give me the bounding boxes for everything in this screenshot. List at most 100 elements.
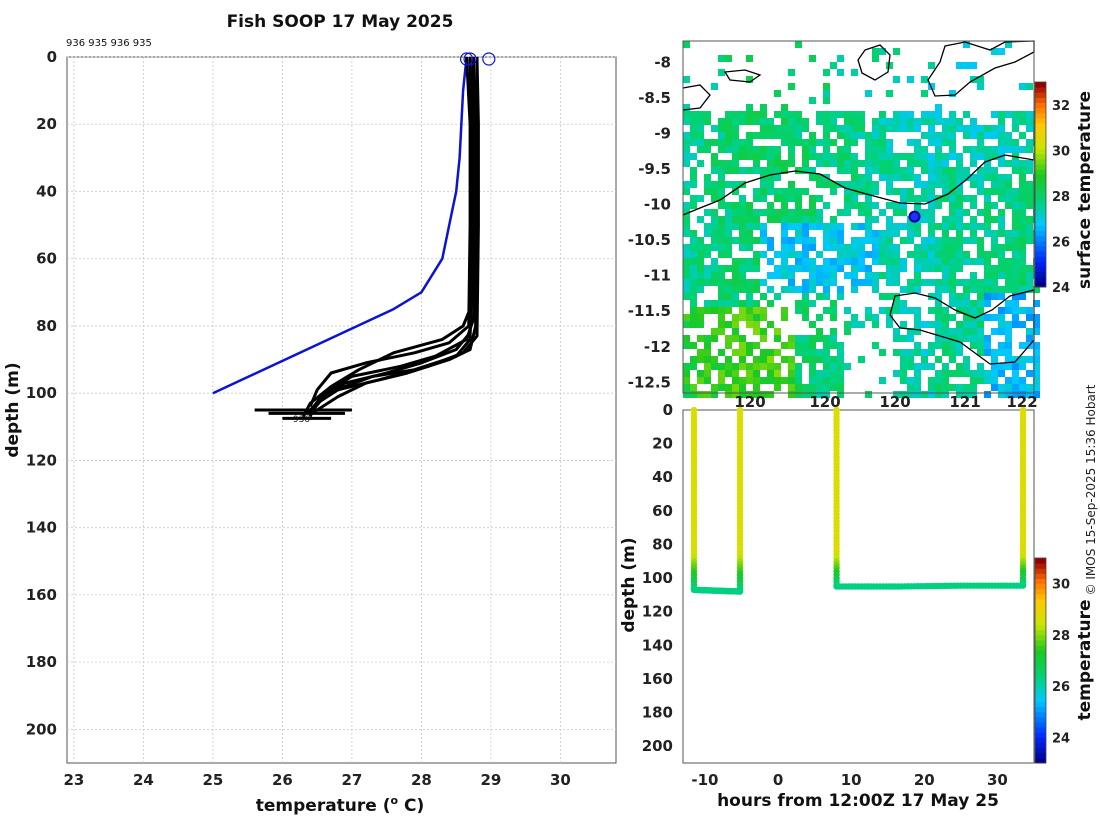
sst-cell <box>865 314 872 321</box>
sst-cell <box>823 391 830 398</box>
sst-cell <box>788 272 795 279</box>
sst-cell <box>837 153 844 160</box>
sst-cell <box>816 314 823 321</box>
sst-cell <box>739 335 746 342</box>
sst-cell <box>725 230 732 237</box>
sst-cell <box>774 370 781 377</box>
colorbar-segment <box>1035 189 1046 196</box>
sst-map-plot: -8-8.5-9-9.5-10-10.5-11-11.5-12-12.5 120… <box>628 40 1095 411</box>
sst-cell <box>830 307 837 314</box>
sst-cell <box>963 209 970 216</box>
sst-cell <box>725 118 732 125</box>
left-x-tick-label: 30 <box>550 771 571 789</box>
sst-cell <box>704 307 711 314</box>
sst-cell <box>795 335 802 342</box>
sst-cell <box>865 160 872 167</box>
position-marker <box>908 210 921 223</box>
sst-cell <box>872 272 879 279</box>
sst-cell <box>900 174 907 181</box>
sst-cell <box>942 237 949 244</box>
sst-cell <box>823 125 830 132</box>
sst-cell <box>690 279 697 286</box>
sst-cell <box>704 181 711 188</box>
sst-cell <box>788 342 795 349</box>
sst-cell <box>1026 195 1033 202</box>
sst-cell <box>928 391 935 398</box>
colorbar-segment <box>1035 650 1046 656</box>
sst-cell <box>984 251 991 258</box>
sst-cell <box>865 209 872 216</box>
sst-cell <box>998 251 1005 258</box>
sst-cell <box>837 223 844 230</box>
sst-cell <box>732 111 739 118</box>
sst-cell <box>977 370 984 377</box>
sst-cell <box>858 244 865 251</box>
sst-cell <box>921 146 928 153</box>
sst-cell <box>711 384 718 391</box>
sst-cell <box>788 132 795 139</box>
sst-cell <box>886 160 893 167</box>
sst-cell <box>935 174 942 181</box>
sst-cell <box>893 251 900 258</box>
sst-cell <box>963 279 970 286</box>
sst-cell <box>739 258 746 265</box>
sst-cell <box>1033 328 1040 335</box>
sst-cell <box>998 384 1005 391</box>
sst-cell <box>928 223 935 230</box>
sst-cell <box>697 111 704 118</box>
sst-cell <box>788 181 795 188</box>
sst-cell <box>1005 174 1012 181</box>
sst-cell <box>739 391 746 398</box>
map-x-tick-label: 121 <box>949 393 980 411</box>
sst-cell <box>977 209 984 216</box>
sst-cell <box>956 265 963 272</box>
sst-cell <box>774 146 781 153</box>
sst-cell <box>690 174 697 181</box>
sst-cell <box>697 132 704 139</box>
sst-cell <box>949 139 956 146</box>
sst-cell <box>1019 321 1026 328</box>
sst-cell <box>970 230 977 237</box>
sst-cell <box>760 104 767 111</box>
sst-cell <box>942 244 949 251</box>
sst-cell <box>823 363 830 370</box>
sst-cell <box>823 356 830 363</box>
sst-cell <box>991 293 998 300</box>
sst-cell <box>781 167 788 174</box>
sst-cell <box>725 160 732 167</box>
colorbar-segment <box>1035 681 1046 687</box>
sst-cell <box>767 181 774 188</box>
sst-cell <box>921 167 928 174</box>
sst-cell <box>935 244 942 251</box>
sst-cell <box>809 167 816 174</box>
sst-cell <box>1033 356 1040 363</box>
sst-cell <box>1012 139 1019 146</box>
sst-cell <box>991 202 998 209</box>
sst-cell <box>942 314 949 321</box>
sst-cell <box>956 160 963 167</box>
sst-cell <box>690 391 697 398</box>
sst-cell <box>900 286 907 293</box>
sst-cell <box>956 391 963 398</box>
sst-cell <box>858 132 865 139</box>
sst-cell <box>823 111 830 118</box>
sst-cell <box>823 377 830 384</box>
sst-cell <box>746 300 753 307</box>
sst-cell <box>907 328 914 335</box>
sst-cell <box>718 279 725 286</box>
sst-cell <box>921 90 928 97</box>
colorbar-segment <box>1035 578 1046 585</box>
sst-cell <box>690 314 697 321</box>
sst-cell <box>914 195 921 202</box>
sst-cell <box>732 160 739 167</box>
sst-cell <box>984 132 991 139</box>
sst-cell <box>1033 349 1040 356</box>
sst-cell <box>907 174 914 181</box>
sst-cell <box>732 265 739 272</box>
sst-cell <box>697 118 704 125</box>
sst-cell <box>984 167 991 174</box>
sst-cell <box>760 195 767 202</box>
colorbar-segment <box>1035 97 1046 103</box>
sst-cell <box>1019 258 1026 265</box>
sst-cell <box>725 370 732 377</box>
